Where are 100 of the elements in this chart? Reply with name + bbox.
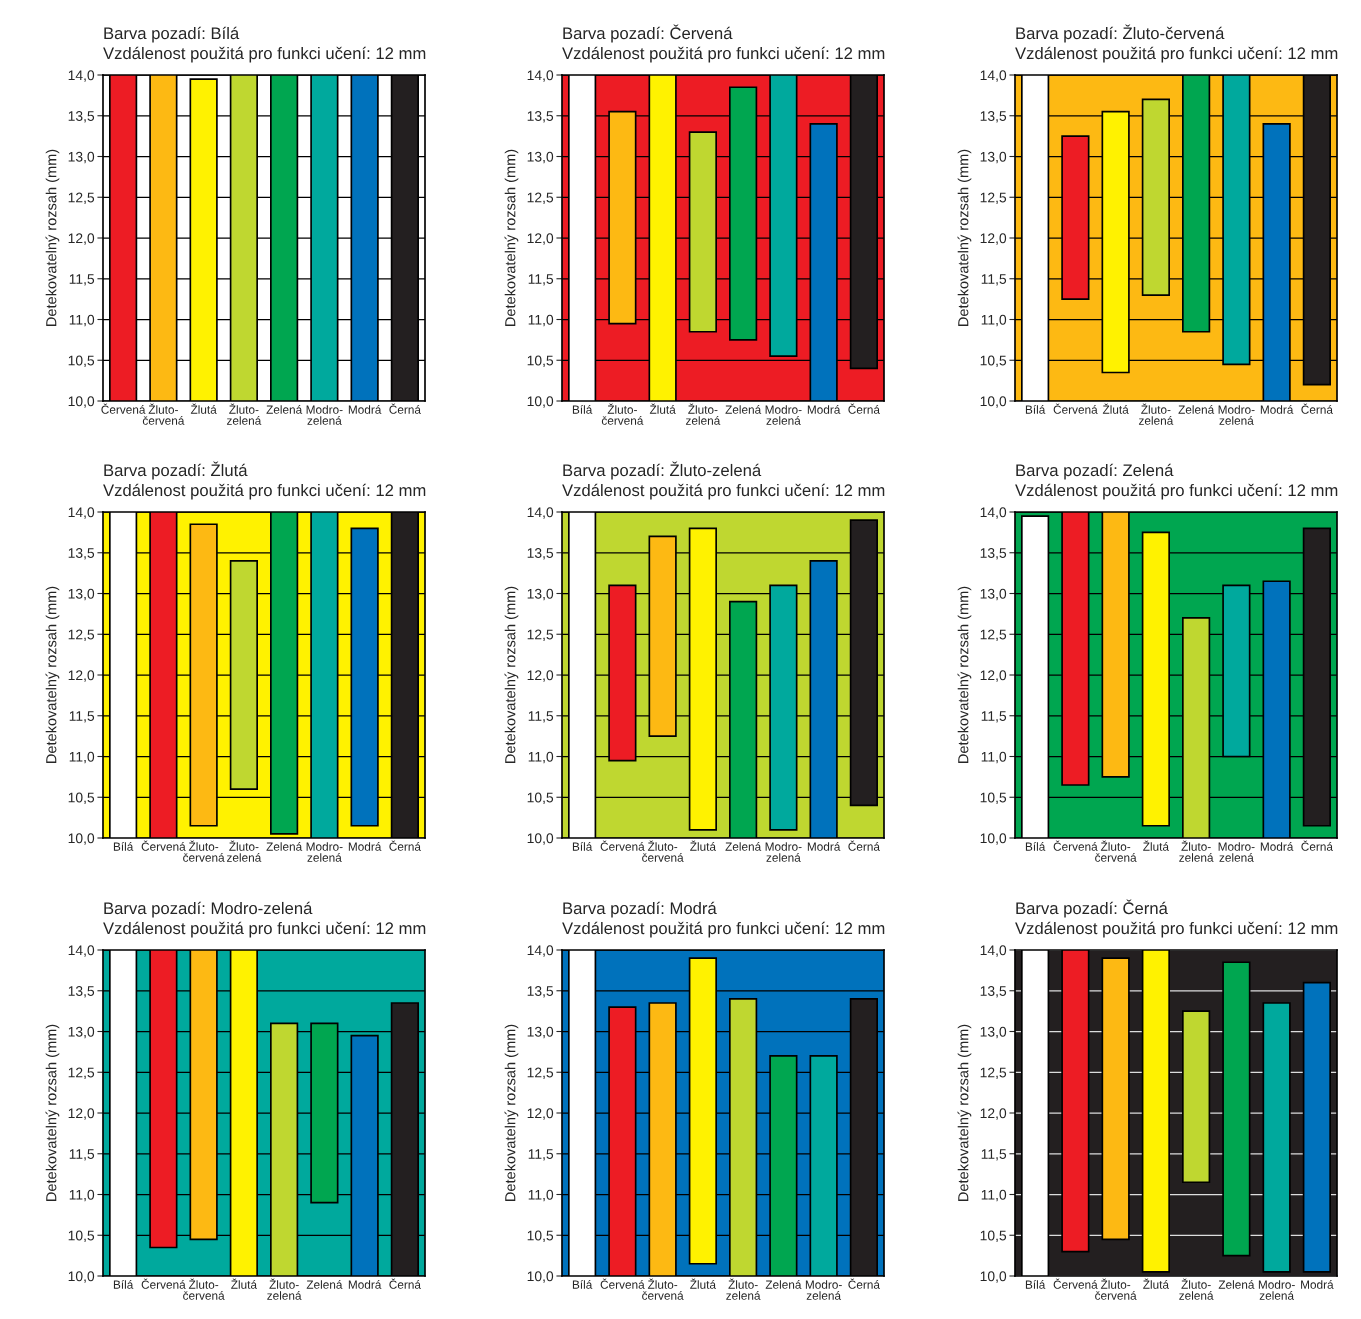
y-tick-label: 14,0 <box>527 507 554 519</box>
y-tick-label: 10,5 <box>527 355 554 368</box>
x-tick-label: Modrá <box>1260 405 1294 414</box>
y-tick-label: 11,5 <box>528 274 554 286</box>
y-tick-label: 12,5 <box>527 1067 554 1080</box>
chart-title: Barva pozadí: Modro-zelená <box>104 901 313 918</box>
y-axis-title: Detekovatelný rozsah (mm) <box>45 1024 60 1201</box>
chart-subtitle: Vzdálenost použitá pro funkci učení: 12 mm <box>103 483 426 500</box>
chart-subtitle: Vzdálenost použitá pro funkci učení: 12 mm <box>103 921 426 938</box>
bar <box>1302 981 1331 1273</box>
x-tick-label: Žlutá <box>690 1278 716 1289</box>
x-tick-label: Bílá <box>572 842 593 851</box>
x-tick-label: Modrá <box>1260 842 1294 851</box>
x-tick-label: Červená <box>101 403 146 414</box>
y-tick-label: 11,0 <box>528 1189 554 1202</box>
y-tick-label: 13,5 <box>527 111 554 123</box>
y-tick-label: 10,0 <box>68 396 95 408</box>
y-tick-label: 12,5 <box>68 629 95 642</box>
y-tick-label: 14,0 <box>68 507 95 519</box>
y-tick-label: 10,5 <box>68 355 95 368</box>
y-tick-label: 10,0 <box>527 1271 554 1283</box>
y-tick-label: 12,5 <box>980 1067 1007 1080</box>
x-tick-label: Bílá <box>572 1280 593 1289</box>
x-tick-label: Žlutá <box>190 403 217 414</box>
y-tick-label: 13,0 <box>980 588 1007 601</box>
x-tick-label: Žlutá <box>1143 840 1169 851</box>
y-tick-label: 11,5 <box>981 1149 1007 1161</box>
y-tick-label: 10,0 <box>980 833 1007 845</box>
chart-title: Barva pozadí: Červená <box>563 24 733 43</box>
y-axis-title: Detekovatelný rozsah (mm) <box>957 586 972 763</box>
y-tick-label: 11,0 <box>528 314 554 327</box>
y-tick-label: 13,0 <box>527 151 554 164</box>
y-tick-label: 10,5 <box>980 792 1007 805</box>
x-tick-label: Žluto- zelená <box>726 1278 761 1300</box>
x-tick-label: Modro- zelená <box>1258 1280 1295 1300</box>
y-tick-label: 10,5 <box>527 1230 554 1243</box>
x-tick-label: Bílá <box>572 405 593 414</box>
chart-subtitle: Vzdálenost použitá pro funkci učení: 12 mm <box>1015 921 1338 938</box>
chart-subtitle: Vzdálenost použitá pro funkci učení: 12 mm <box>103 46 426 63</box>
chart-title: Barva pozadí: Modrá <box>563 901 717 918</box>
x-tick-label: Žluto- zelená <box>1179 840 1214 862</box>
y-tick-label: 13,5 <box>980 548 1007 560</box>
y-tick-label: 14,0 <box>68 945 95 957</box>
x-tick-label: Bílá <box>1025 842 1046 851</box>
x-tick-label: Bílá <box>1025 405 1046 414</box>
x-tick-label: Zelená <box>266 842 303 851</box>
y-tick-label: 10,5 <box>527 792 554 805</box>
y-tick-label: 11,5 <box>69 274 95 286</box>
y-tick-label: 10,5 <box>980 355 1007 368</box>
y-tick-label: 13,5 <box>68 548 95 560</box>
y-tick-label: 12,0 <box>980 670 1007 682</box>
x-tick-label: Zelená <box>725 842 762 851</box>
y-tick-label: 13,0 <box>527 1026 554 1039</box>
y-tick-label: 10,5 <box>68 1230 95 1243</box>
x-tick-label: Bílá <box>113 1280 134 1289</box>
x-tick-label: Žlutá <box>1102 403 1129 414</box>
x-tick-label: Černá <box>389 403 421 414</box>
x-tick-label: Modro- zelená <box>306 405 343 425</box>
x-tick-label: Bílá <box>1025 1280 1046 1289</box>
y-tick-label: 10,0 <box>68 1271 95 1283</box>
y-tick-label: 13,5 <box>980 986 1007 998</box>
y-axis-title: Detekovatelný rozsah (mm) <box>957 1024 972 1201</box>
y-tick-label: 13,5 <box>68 986 95 998</box>
x-tick-label: Černá <box>389 840 421 851</box>
x-tick-label: Modro- zelená <box>805 1280 842 1300</box>
x-tick-label: Modrá <box>807 405 841 414</box>
y-tick-label: 12,5 <box>68 192 95 205</box>
y-tick-label: 12,0 <box>68 670 95 682</box>
y-tick-label: 11,5 <box>981 274 1007 286</box>
x-tick-label: Černá <box>1301 403 1333 414</box>
y-axis-title: Detekovatelný rozsah (mm) <box>45 149 60 326</box>
y-tick-label: 11,5 <box>69 711 95 723</box>
y-tick-label: 12,5 <box>527 192 554 205</box>
x-tick-label: Žluto- zelená <box>267 1278 302 1300</box>
x-tick-label: Žlutá <box>690 840 716 851</box>
chart-subtitle: Vzdálenost použitá pro funkci učení: 12 mm <box>1015 483 1338 500</box>
x-tick-label: Žluto- zelená <box>226 403 262 425</box>
chart-title: Barva pozadí: Zelená <box>1016 463 1174 480</box>
x-tick-label: Žluto- zelená <box>1138 403 1174 425</box>
y-tick-label: 11,5 <box>528 1149 554 1161</box>
y-axis-title: Detekovatelný rozsah (mm) <box>957 149 972 326</box>
y-tick-label: 10,0 <box>527 833 554 845</box>
x-tick-label: Červená <box>1053 403 1098 414</box>
chart-title: Barva pozadí: Černá <box>1016 899 1168 918</box>
y-tick-label: 12,5 <box>980 629 1007 642</box>
x-tick-label: Černá <box>1301 840 1333 851</box>
y-tick-label: 10,5 <box>980 1230 1007 1243</box>
x-tick-label: Modrá <box>807 842 841 851</box>
bar <box>1222 961 1251 1257</box>
y-tick-label: 13,0 <box>68 1026 95 1039</box>
x-tick-label: Žlutá <box>649 403 676 414</box>
y-axis-title: Detekovatelný rozsah (mm) <box>45 586 60 763</box>
y-tick-label: 10,0 <box>980 1271 1007 1283</box>
chart-subtitle: Vzdálenost použitá pro funkci učení: 12 mm <box>1015 46 1338 63</box>
y-tick-label: 11,5 <box>981 711 1007 723</box>
y-tick-label: 13,5 <box>68 111 95 123</box>
y-tick-label: 13,5 <box>527 548 554 560</box>
y-tick-label: 13,5 <box>980 111 1007 123</box>
y-tick-label: 12,5 <box>527 629 554 642</box>
y-tick-label: 12,0 <box>527 670 554 682</box>
